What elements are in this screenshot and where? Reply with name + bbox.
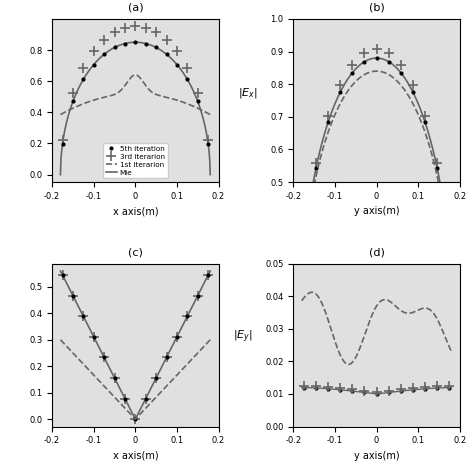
Title: (d): (d) [369,247,384,257]
X-axis label: y axis(m): y axis(m) [354,206,400,216]
X-axis label: x axis(m): x axis(m) [112,451,158,461]
Title: (b): (b) [369,3,384,13]
Title: (c): (c) [128,247,143,257]
Legend: 5th iteration, 3rd iterarion, 1st iterarion, Mie: 5th iteration, 3rd iterarion, 1st iterar… [103,143,168,178]
X-axis label: x axis(m): x axis(m) [112,206,158,216]
Y-axis label: $|E_y|$: $|E_y|$ [233,328,253,345]
X-axis label: y axis(m): y axis(m) [354,451,400,461]
Y-axis label: $|E_x|$: $|E_x|$ [238,86,258,100]
Title: (a): (a) [128,3,143,13]
